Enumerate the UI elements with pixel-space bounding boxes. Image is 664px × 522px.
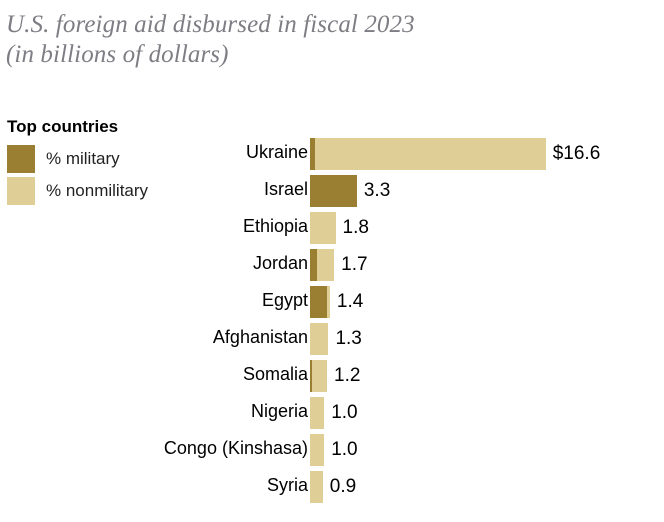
bar-row: Syria 0.9 bbox=[0, 469, 664, 506]
legend-label-military: % military bbox=[46, 149, 120, 168]
bar-segment-military bbox=[310, 138, 315, 170]
category-label: Afghanistan bbox=[212, 327, 308, 347]
legend-item-military: % military bbox=[7, 143, 257, 175]
stacked-bar bbox=[310, 471, 323, 503]
stacked-bar bbox=[310, 397, 325, 429]
legend-label-nonmilitary: % nonmilitary bbox=[46, 181, 149, 200]
bar-row: Jordan 1.7 bbox=[0, 247, 664, 284]
bar-value-label: 1.2 bbox=[334, 365, 361, 386]
category-label: Jordan bbox=[252, 253, 308, 273]
bar-value-label: 1.0 bbox=[331, 402, 358, 423]
bar-segment-military bbox=[310, 360, 313, 392]
category-label: Somalia bbox=[242, 364, 308, 384]
bar-row: Ethiopia 1.8 bbox=[0, 210, 664, 247]
bar-value-label: 0.9 bbox=[329, 476, 357, 497]
stacked-bar bbox=[310, 434, 325, 466]
bar-value-label: 1.4 bbox=[336, 291, 364, 312]
bar-value-label: 1.7 bbox=[341, 254, 368, 275]
bar-value-label: 3.3 bbox=[363, 180, 391, 201]
bar-segment-nonmilitary bbox=[310, 212, 336, 244]
bar-segment-nonmilitary bbox=[310, 434, 325, 466]
bar-row: Congo (Kinshasa) 1.0 bbox=[0, 432, 664, 469]
bar-value-label: $16.6 bbox=[552, 143, 601, 164]
legend-heading: Top countries bbox=[7, 117, 119, 136]
stacked-bar bbox=[310, 323, 329, 355]
stacked-bar bbox=[310, 286, 330, 318]
page-title-line-2: (in billions of dollars) bbox=[6, 41, 229, 68]
category-label: Nigeria bbox=[250, 401, 308, 421]
bar-row: Afghanistan 1.3 bbox=[0, 321, 664, 358]
bar-row: Somalia 1.2 bbox=[0, 358, 664, 395]
legend-item-nonmilitary: % nonmilitary bbox=[7, 175, 257, 207]
bar-value-label: 1.8 bbox=[342, 217, 369, 238]
stacked-bar bbox=[310, 138, 546, 170]
bar-segment-military bbox=[310, 249, 318, 281]
bar-segment-military bbox=[310, 286, 328, 318]
category-label: Ethiopia bbox=[242, 216, 308, 236]
bar-row: Nigeria 1.0 bbox=[0, 395, 664, 432]
category-label: Congo (Kinshasa) bbox=[163, 438, 308, 458]
bar-segment-nonmilitary bbox=[317, 249, 335, 281]
category-label: Egypt bbox=[261, 290, 308, 310]
bar-segment-nonmilitary bbox=[310, 397, 325, 429]
category-label: Syria bbox=[266, 475, 308, 495]
legend-swatch-military bbox=[7, 145, 35, 173]
bar-segment-nonmilitary bbox=[312, 360, 328, 392]
bar-row: Egypt 1.4 bbox=[0, 284, 664, 321]
page-title-line-1: U.S. foreign aid disbursed in fiscal 202… bbox=[6, 11, 415, 38]
stacked-bar bbox=[310, 249, 335, 281]
bar-segment-nonmilitary bbox=[310, 323, 329, 355]
chart-title-block: U.S. foreign aid disbursed in fiscal 202… bbox=[6, 10, 646, 70]
legend: Top countries % military % nonmilitary bbox=[7, 117, 257, 207]
bar-segment-nonmilitary bbox=[310, 471, 323, 503]
bar-segment-nonmilitary bbox=[327, 286, 330, 318]
stacked-bar bbox=[310, 360, 328, 392]
bar-value-label: 1.0 bbox=[331, 439, 358, 460]
stacked-bar bbox=[310, 175, 357, 207]
category-label: Israel bbox=[263, 179, 308, 199]
bar-segment-military bbox=[310, 175, 357, 207]
bar-value-label: 1.3 bbox=[335, 328, 362, 349]
bar-row: Ukraine $16.6 bbox=[0, 136, 664, 173]
bar-row: Israel 3.3 bbox=[0, 173, 664, 210]
stacked-bar bbox=[310, 212, 336, 244]
bar-chart: Ukraine $16.6 Israel 3.3 Ethiopia 1.8 Jordan 1.… bbox=[0, 136, 664, 506]
bar-segment-nonmilitary bbox=[314, 138, 546, 170]
category-label: Ukraine bbox=[245, 142, 308, 162]
legend-swatch-nonmilitary bbox=[7, 177, 35, 205]
